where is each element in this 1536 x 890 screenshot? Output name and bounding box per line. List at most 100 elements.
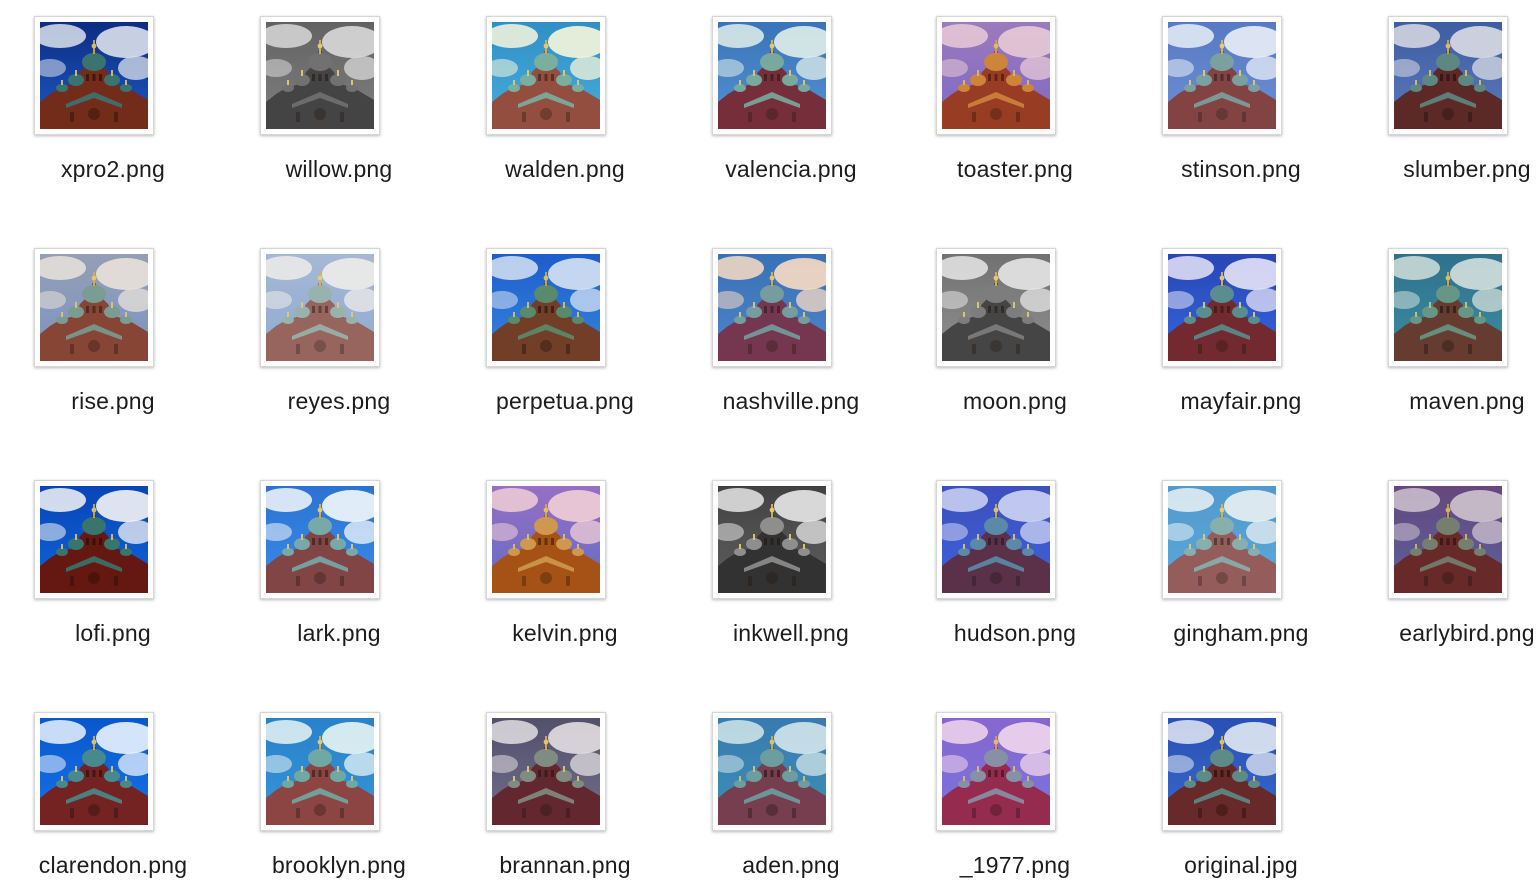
file-name-label[interactable]: earlybird.png xyxy=(1399,620,1535,646)
file-thumbnail[interactable] xyxy=(1162,480,1282,599)
thumbnail-image xyxy=(718,254,826,361)
file-name-label[interactable]: stinson.png xyxy=(1181,156,1301,182)
file-item[interactable]: clarendon.png xyxy=(0,696,226,890)
file-item[interactable]: mayfair.png xyxy=(1128,232,1354,464)
file-thumbnail[interactable] xyxy=(712,480,832,599)
file-name-label[interactable]: toaster.png xyxy=(956,156,1073,182)
file-item[interactable]: xpro2.png xyxy=(0,0,226,232)
image-preview xyxy=(1168,486,1276,593)
thumbnail-image xyxy=(492,486,600,593)
file-item[interactable]: maven.png xyxy=(1354,232,1536,464)
file-item[interactable]: original.jpg xyxy=(1128,696,1354,890)
file-name-label[interactable]: clarendon.png xyxy=(38,852,188,878)
image-preview xyxy=(942,22,1050,129)
file-item[interactable]: stinson.png xyxy=(1128,0,1354,232)
file-thumbnail[interactable] xyxy=(1388,480,1508,599)
file-name-label[interactable]: hudson.png xyxy=(953,620,1077,646)
file-name-label[interactable]: xpro2.png xyxy=(60,156,166,182)
file-thumbnail[interactable] xyxy=(260,480,380,599)
file-name-label[interactable]: maven.png xyxy=(1409,388,1525,414)
thumbnail-image xyxy=(266,254,374,361)
file-name-label[interactable]: brannan.png xyxy=(499,852,631,878)
file-thumbnail[interactable] xyxy=(712,16,832,135)
file-thumbnail[interactable] xyxy=(34,712,154,831)
file-thumbnail[interactable] xyxy=(712,712,832,831)
image-preview xyxy=(1394,486,1502,593)
file-name-label[interactable]: walden.png xyxy=(505,156,625,182)
thumbnail-image xyxy=(1168,22,1276,129)
image-preview xyxy=(718,718,826,825)
image-preview xyxy=(942,254,1050,361)
file-thumbnail[interactable] xyxy=(34,248,154,367)
file-name-label[interactable]: moon.png xyxy=(963,388,1067,414)
file-thumbnail[interactable] xyxy=(936,248,1056,367)
file-thumbnail[interactable] xyxy=(936,480,1056,599)
file-item[interactable]: moon.png xyxy=(902,232,1128,464)
file-item[interactable]: brooklyn.png xyxy=(226,696,452,890)
file-thumbnail[interactable] xyxy=(260,712,380,831)
file-thumbnail[interactable] xyxy=(1162,248,1282,367)
image-preview xyxy=(266,718,374,825)
file-name-label[interactable]: gingham.png xyxy=(1173,620,1309,646)
image-preview xyxy=(1394,254,1502,361)
file-name-label[interactable]: nashville.png xyxy=(722,388,860,414)
file-name-label[interactable]: _1977.png xyxy=(959,852,1071,878)
file-item[interactable]: walden.png xyxy=(452,0,678,232)
file-name-label[interactable]: rise.png xyxy=(71,388,155,414)
file-thumbnail[interactable] xyxy=(1388,248,1508,367)
file-name-label[interactable]: inkwell.png xyxy=(733,620,849,646)
file-name-label[interactable]: perpetua.png xyxy=(496,388,634,414)
file-name-label[interactable]: aden.png xyxy=(742,852,840,878)
file-item[interactable]: kelvin.png xyxy=(452,464,678,696)
file-name-label[interactable]: kelvin.png xyxy=(512,620,618,646)
file-thumbnail[interactable] xyxy=(712,248,832,367)
file-name-label[interactable]: lofi.png xyxy=(75,620,151,646)
file-name-label[interactable]: original.jpg xyxy=(1184,852,1298,878)
file-thumbnail[interactable] xyxy=(486,248,606,367)
file-item[interactable]: hudson.png xyxy=(902,464,1128,696)
file-thumbnail[interactable] xyxy=(486,712,606,831)
file-item[interactable]: slumber.png xyxy=(1354,0,1536,232)
file-name-label[interactable]: reyes.png xyxy=(287,388,391,414)
file-thumbnail[interactable] xyxy=(34,16,154,135)
file-item[interactable]: perpetua.png xyxy=(452,232,678,464)
file-thumbnail[interactable] xyxy=(260,248,380,367)
thumbnail-image xyxy=(942,254,1050,361)
thumbnail-image xyxy=(492,718,600,825)
file-name-label[interactable]: valencia.png xyxy=(725,156,857,182)
file-thumbnail[interactable] xyxy=(1162,16,1282,135)
file-name-label[interactable]: brooklyn.png xyxy=(271,852,407,878)
file-item[interactable]: gingham.png xyxy=(1128,464,1354,696)
file-item[interactable]: nashville.png xyxy=(678,232,904,464)
file-thumbnail[interactable] xyxy=(486,480,606,599)
file-name-label[interactable]: willow.png xyxy=(285,156,393,182)
thumbnail-image xyxy=(40,254,148,361)
file-item[interactable]: inkwell.png xyxy=(678,464,904,696)
file-item[interactable]: willow.png xyxy=(226,0,452,232)
file-thumbnail[interactable] xyxy=(1388,16,1508,135)
file-item[interactable]: rise.png xyxy=(0,232,226,464)
file-name-label[interactable]: lark.png xyxy=(297,620,381,646)
file-item[interactable]: earlybird.png xyxy=(1354,464,1536,696)
file-item[interactable]: aden.png xyxy=(678,696,904,890)
image-preview xyxy=(1168,718,1276,825)
file-thumbnail[interactable] xyxy=(486,16,606,135)
file-name-label[interactable]: slumber.png xyxy=(1403,156,1531,182)
file-thumbnail[interactable] xyxy=(1162,712,1282,831)
file-item[interactable]: lofi.png xyxy=(0,464,226,696)
file-thumbnail[interactable] xyxy=(936,712,1056,831)
file-item[interactable]: _1977.png xyxy=(902,696,1128,890)
image-preview xyxy=(718,254,826,361)
file-item[interactable]: lark.png xyxy=(226,464,452,696)
thumbnail-image xyxy=(492,254,600,361)
file-item[interactable]: valencia.png xyxy=(678,0,904,232)
file-thumbnail[interactable] xyxy=(936,16,1056,135)
file-item[interactable]: brannan.png xyxy=(452,696,678,890)
file-item[interactable]: toaster.png xyxy=(902,0,1128,232)
file-thumbnail[interactable] xyxy=(34,480,154,599)
file-item[interactable]: reyes.png xyxy=(226,232,452,464)
thumbnail-image xyxy=(1168,254,1276,361)
file-thumbnail[interactable] xyxy=(260,16,380,135)
file-name-label[interactable]: mayfair.png xyxy=(1180,388,1302,414)
image-preview xyxy=(1168,254,1276,361)
